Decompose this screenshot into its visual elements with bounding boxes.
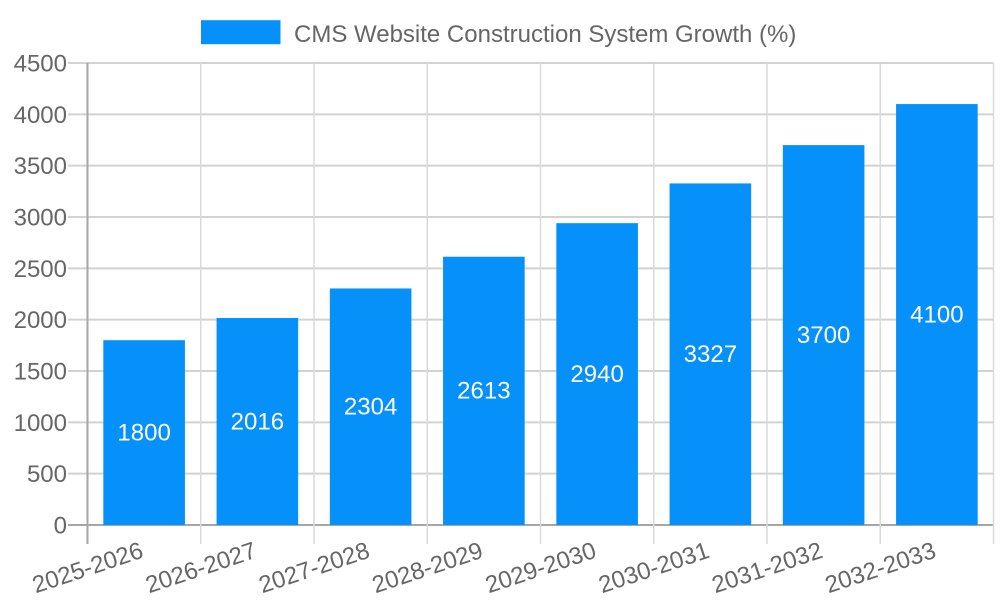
svg-text:2500: 2500	[14, 256, 67, 283]
svg-text:2940: 2940	[570, 361, 623, 388]
svg-text:4100: 4100	[910, 301, 963, 328]
svg-text:1000: 1000	[14, 410, 67, 437]
svg-text:4500: 4500	[14, 51, 67, 78]
svg-text:3327: 3327	[684, 341, 737, 368]
svg-text:3500: 3500	[14, 153, 67, 180]
svg-text:3000: 3000	[14, 205, 67, 232]
svg-text:0: 0	[54, 513, 67, 540]
svg-text:3700: 3700	[797, 322, 850, 349]
svg-text:4000: 4000	[14, 102, 67, 129]
svg-text:1800: 1800	[117, 419, 170, 446]
svg-text:2304: 2304	[344, 394, 397, 421]
svg-text:2016: 2016	[231, 408, 284, 435]
svg-text:1500: 1500	[14, 359, 67, 386]
svg-text:500: 500	[27, 461, 67, 488]
svg-text:2000: 2000	[14, 307, 67, 334]
svg-text:2613: 2613	[457, 378, 510, 405]
svg-text:CMS Website Construction Syste: CMS Website Construction System Growth (…	[294, 21, 796, 48]
